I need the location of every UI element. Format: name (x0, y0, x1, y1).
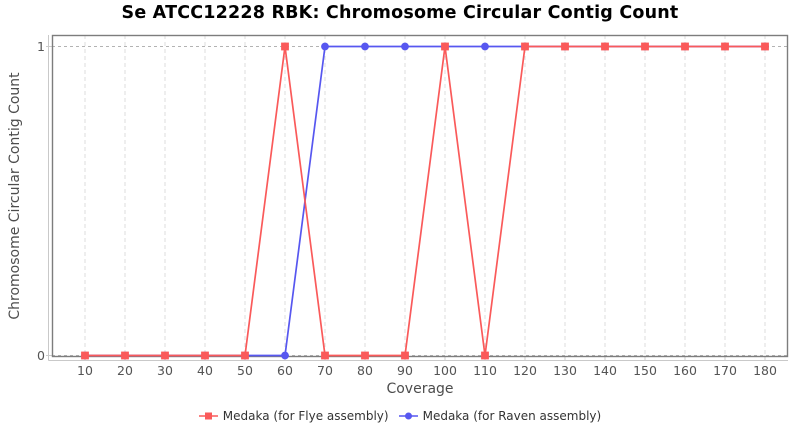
data-point-circle (321, 42, 329, 51)
x-tick-label: 10 (77, 363, 93, 378)
data-point-square (441, 42, 449, 51)
data-point-square (481, 351, 489, 360)
chart-title: Se ATCC12228 RBK: Chromosome Circular Co… (121, 3, 679, 23)
x-tick-label: 120 (513, 363, 537, 378)
legend-item-raven: Medaka (for Raven assembly) (398, 409, 602, 423)
x-tick-label: 80 (357, 363, 373, 378)
legend-label-flye: Medaka (for Flye assembly) (222, 409, 389, 423)
x-tick-label: 170 (713, 363, 737, 378)
legend-label-raven: Medaka (for Raven assembly) (422, 409, 602, 423)
data-point-square (81, 351, 89, 360)
data-point-square (681, 42, 689, 51)
x-tick-label: 20 (117, 363, 133, 378)
x-tick-label: 70 (317, 363, 333, 378)
data-point-square (121, 351, 129, 360)
legend-square (204, 412, 212, 420)
data-point-square (521, 42, 529, 51)
x-tick-label: 110 (473, 363, 497, 378)
x-tick-label: 100 (433, 363, 457, 378)
data-point-square (321, 351, 329, 360)
legend-circle (404, 412, 412, 420)
y-tick-label: 0 (37, 348, 45, 363)
x-tick-label: 40 (197, 363, 213, 378)
x-tick-label: 140 (593, 363, 617, 378)
y-tick-label: 1 (37, 39, 45, 54)
data-point-square (201, 351, 209, 360)
data-point-square (601, 42, 609, 51)
data-point-square (281, 42, 289, 51)
x-tick-label: 130 (553, 363, 577, 378)
x-tick-label: 50 (237, 363, 253, 378)
data-point-square (721, 42, 729, 51)
data-point-square (361, 351, 369, 360)
data-point-square (161, 351, 169, 360)
x-tick-label: 180 (753, 363, 777, 378)
x-tick-label: 30 (157, 363, 173, 378)
flye-series-marker-icon (198, 412, 218, 420)
x-tick-label: 150 (633, 363, 657, 378)
data-point-square (401, 351, 409, 360)
plot-border (51, 34, 789, 358)
data-point-square (641, 42, 649, 51)
chart-legend: Medaka (for Flye assembly) Medaka (for R… (0, 406, 800, 426)
data-point-circle (401, 42, 409, 51)
legend-item-flye: Medaka (for Flye assembly) (198, 409, 389, 423)
y-axis-label: Chromosome Circular Contig Count (7, 72, 23, 320)
x-tick-label: 90 (397, 363, 413, 378)
x-axis-label: Coverage (386, 381, 454, 397)
x-tick-label: 160 (673, 363, 697, 378)
data-point-circle (361, 42, 369, 51)
data-point-square (761, 42, 769, 51)
data-point-circle (481, 42, 489, 51)
data-point-square (561, 42, 569, 51)
x-tick-label: 60 (277, 363, 293, 378)
data-point-circle (281, 351, 289, 360)
raven-series-marker-icon (398, 412, 418, 420)
series-line-0 (85, 45, 765, 357)
data-point-square (241, 351, 249, 360)
